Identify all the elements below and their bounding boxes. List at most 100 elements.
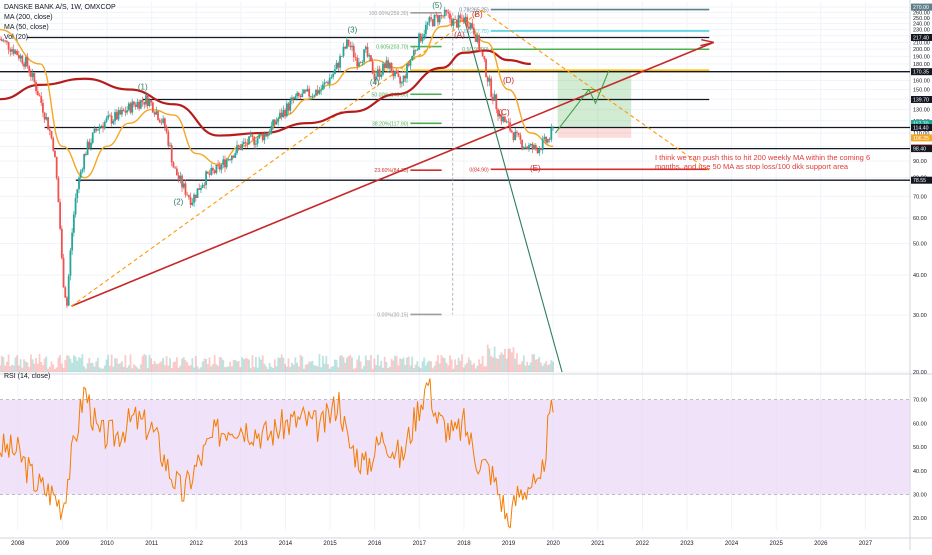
volume-bar	[26, 362, 29, 372]
volume-bar	[342, 357, 345, 372]
volume-bar	[528, 365, 530, 372]
candle-body	[346, 39, 348, 49]
price-tag-box	[911, 145, 932, 153]
volume-bar	[253, 366, 256, 372]
volume-bar	[509, 348, 511, 372]
candle-body	[124, 111, 127, 113]
candle-body	[337, 62, 340, 68]
candle-body	[521, 139, 523, 149]
volume-bar	[16, 355, 19, 372]
candle-body	[361, 61, 364, 63]
volume-bar	[531, 354, 534, 372]
volume-bar	[134, 365, 137, 372]
volume-bar	[121, 361, 123, 372]
volume-bar	[224, 367, 226, 372]
volume-bar	[229, 361, 232, 372]
volume-bar	[24, 361, 27, 372]
price-tag-box	[911, 120, 932, 128]
candle-body	[452, 18, 455, 26]
fib-level-label: 100.00%(259.30)	[369, 11, 409, 17]
legend-vol: Vol (20)	[4, 34, 29, 41]
candle-body	[227, 159, 230, 161]
candle-body	[5, 40, 8, 42]
candle-body	[534, 145, 537, 149]
candles	[0, 6, 554, 309]
volume-bar	[347, 356, 350, 372]
volume-bar	[358, 355, 360, 372]
candle-body	[514, 131, 517, 140]
candle-body	[455, 19, 458, 28]
candle-body	[270, 125, 273, 134]
candle-body	[265, 133, 268, 137]
candle-body	[340, 56, 343, 57]
volume-bar	[481, 355, 484, 372]
time-tick-label: 2008	[11, 541, 25, 547]
candle-body	[60, 228, 63, 259]
volume-bar	[163, 365, 166, 372]
candle-body	[122, 109, 125, 112]
volume-bar	[325, 355, 328, 372]
price-tick-label: 200.00	[913, 47, 930, 53]
volume-bar	[205, 359, 207, 372]
volume-bar	[157, 364, 159, 372]
wave-label: (C)	[499, 108, 510, 117]
volume-bar	[21, 367, 24, 372]
candle-body	[351, 45, 353, 48]
price-tick-label: 240.00	[913, 22, 930, 28]
volume-bar	[402, 357, 405, 372]
candle-body	[316, 89, 319, 94]
volume-bar	[136, 367, 139, 372]
volume-bar	[363, 365, 365, 372]
rsi-tick-label: 40.00	[913, 469, 927, 475]
candle-body	[349, 45, 352, 48]
volume-bar	[217, 365, 220, 372]
candle-body	[541, 139, 544, 151]
volume-bar	[50, 361, 53, 372]
candle-body	[81, 169, 84, 172]
volume-bar	[533, 354, 536, 372]
horizontal-levels	[0, 36, 910, 181]
volume-bar	[153, 361, 156, 372]
candle-body	[126, 110, 128, 113]
stop-zone	[557, 127, 632, 138]
candle-body	[210, 167, 213, 175]
candle-body	[528, 145, 530, 149]
volume-bar	[79, 358, 82, 372]
legend-ma200: MA (200, close)	[4, 14, 53, 21]
volume-bar	[306, 364, 309, 372]
candle-body	[163, 118, 166, 127]
candle-body	[449, 13, 451, 20]
candle-body	[220, 164, 223, 170]
wave-downtrend-line	[463, 17, 563, 373]
volume-bar	[335, 359, 338, 372]
candle-body	[400, 82, 403, 84]
volume-bar	[139, 364, 142, 372]
volume-bar	[454, 359, 457, 372]
volume-bar	[327, 364, 329, 372]
candle-body	[467, 26, 470, 29]
candle-body	[95, 128, 98, 131]
volume-bar	[490, 356, 493, 372]
wave-label: (3)	[348, 26, 358, 35]
candle-body	[193, 194, 195, 203]
candle-body	[36, 91, 39, 96]
volume-bar	[376, 354, 379, 372]
candle-body	[545, 136, 548, 143]
volume-bar	[519, 364, 522, 372]
candle-body	[246, 142, 249, 145]
volume-bar	[167, 365, 170, 372]
volume-bars	[0, 344, 554, 372]
price-tag-label: 106.25	[913, 136, 929, 142]
candle-body	[416, 49, 419, 51]
volume-bar	[279, 358, 281, 372]
volume-bar	[254, 356, 257, 372]
rsi-line	[0, 378, 554, 529]
volume-bar	[237, 361, 240, 372]
candle-body	[495, 94, 498, 110]
axes: 270.00260.00250.00240.00230.00220.00210.…	[11, 3, 932, 547]
candle-body	[253, 136, 256, 145]
candle-body	[151, 102, 154, 113]
volume-bar	[138, 368, 141, 372]
candle-body	[254, 143, 257, 145]
legend-ma50: MA (50, close)	[4, 24, 49, 31]
